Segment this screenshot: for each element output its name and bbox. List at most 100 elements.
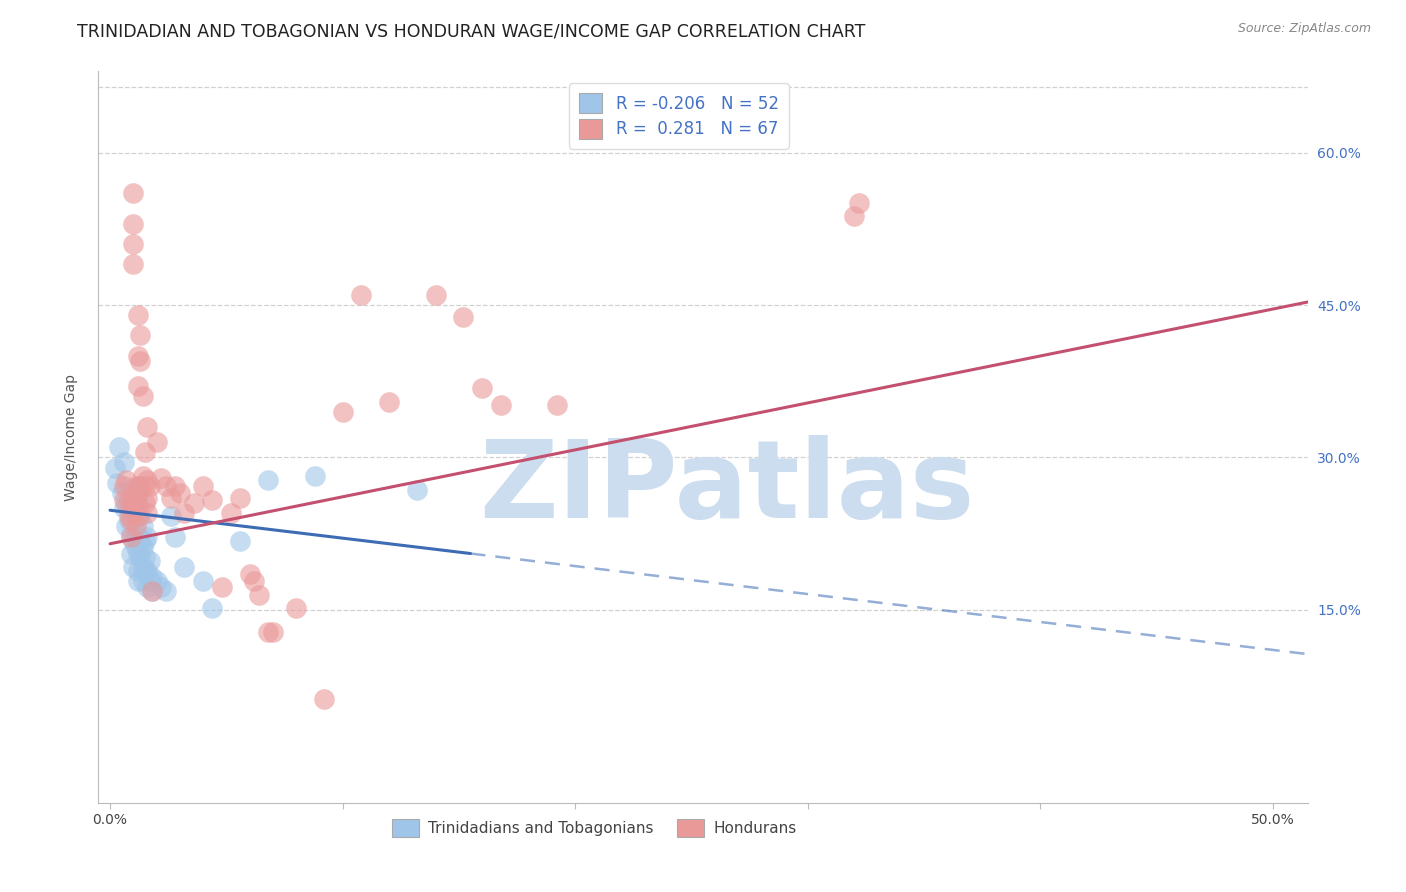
Point <box>150 581 173 595</box>
Point <box>489 398 512 412</box>
Point <box>453 310 475 325</box>
Point <box>124 479 146 493</box>
Point <box>104 460 127 475</box>
Point <box>546 398 568 412</box>
Point <box>134 445 156 459</box>
Point <box>122 560 145 574</box>
Point <box>257 625 280 640</box>
Point <box>138 574 160 589</box>
Point <box>138 479 160 493</box>
Point <box>118 503 141 517</box>
Point <box>122 186 145 201</box>
Point <box>122 503 145 517</box>
Point <box>165 530 187 544</box>
Point <box>141 584 163 599</box>
Point <box>173 506 195 520</box>
Point <box>115 496 138 510</box>
Point <box>229 533 252 548</box>
Point <box>219 506 242 520</box>
Point <box>169 486 191 500</box>
Point <box>122 217 145 231</box>
Point <box>136 420 159 434</box>
Point <box>122 257 145 271</box>
Point <box>115 519 138 533</box>
Point <box>124 540 146 554</box>
Point <box>127 564 149 578</box>
Point <box>122 489 145 503</box>
Point <box>406 483 429 497</box>
Point <box>112 493 135 508</box>
Point <box>112 501 135 516</box>
Point <box>262 625 284 640</box>
Point <box>127 489 149 503</box>
Point <box>141 570 163 584</box>
Point <box>136 506 159 520</box>
Point <box>191 574 214 589</box>
Point <box>129 479 152 493</box>
Point <box>145 574 167 589</box>
Point <box>134 479 156 493</box>
Text: Source: ZipAtlas.com: Source: ZipAtlas.com <box>1237 22 1371 36</box>
Point <box>141 584 163 599</box>
Point <box>127 509 149 524</box>
Point <box>131 540 153 554</box>
Point <box>332 405 354 419</box>
Point <box>201 493 224 508</box>
Point <box>471 381 494 395</box>
Point <box>127 349 149 363</box>
Point <box>350 288 373 302</box>
Point <box>127 379 149 393</box>
Point <box>127 533 149 548</box>
Point <box>229 491 252 505</box>
Point <box>848 196 870 211</box>
Point <box>304 468 326 483</box>
Point <box>129 509 152 524</box>
Point <box>155 584 177 599</box>
Point <box>131 560 153 574</box>
Point <box>134 549 156 564</box>
Point <box>159 509 181 524</box>
Point <box>243 574 266 589</box>
Point <box>136 473 159 487</box>
Point <box>124 519 146 533</box>
Point <box>134 496 156 510</box>
Point <box>159 491 181 505</box>
Point <box>211 581 233 595</box>
Point <box>118 513 141 527</box>
Point <box>129 533 152 548</box>
Point <box>124 489 146 503</box>
Point <box>136 581 159 595</box>
Point <box>165 479 187 493</box>
Point <box>124 503 146 517</box>
Point <box>129 328 152 343</box>
Point <box>136 564 159 578</box>
Point <box>127 308 149 322</box>
Point <box>136 491 159 505</box>
Point <box>120 499 142 513</box>
Point <box>131 574 153 589</box>
Point <box>111 486 134 500</box>
Point <box>183 496 205 510</box>
Point <box>122 499 145 513</box>
Point <box>115 473 138 487</box>
Point <box>127 547 149 561</box>
Point <box>112 455 135 469</box>
Point <box>312 692 335 706</box>
Point <box>247 588 270 602</box>
Text: TRINIDADIAN AND TOBAGONIAN VS HONDURAN WAGE/INCOME GAP CORRELATION CHART: TRINIDADIAN AND TOBAGONIAN VS HONDURAN W… <box>77 22 866 40</box>
Point <box>122 237 145 252</box>
Point <box>138 554 160 568</box>
Point <box>150 471 173 485</box>
Text: ZIPatlas: ZIPatlas <box>479 435 974 541</box>
Point <box>120 526 142 541</box>
Point <box>127 574 149 589</box>
Point <box>257 473 280 487</box>
Point <box>129 354 152 368</box>
Point <box>112 479 135 493</box>
Point <box>118 493 141 508</box>
Point <box>124 524 146 538</box>
Point <box>173 560 195 574</box>
Point <box>239 567 262 582</box>
Point <box>120 547 142 561</box>
Point <box>844 209 866 223</box>
